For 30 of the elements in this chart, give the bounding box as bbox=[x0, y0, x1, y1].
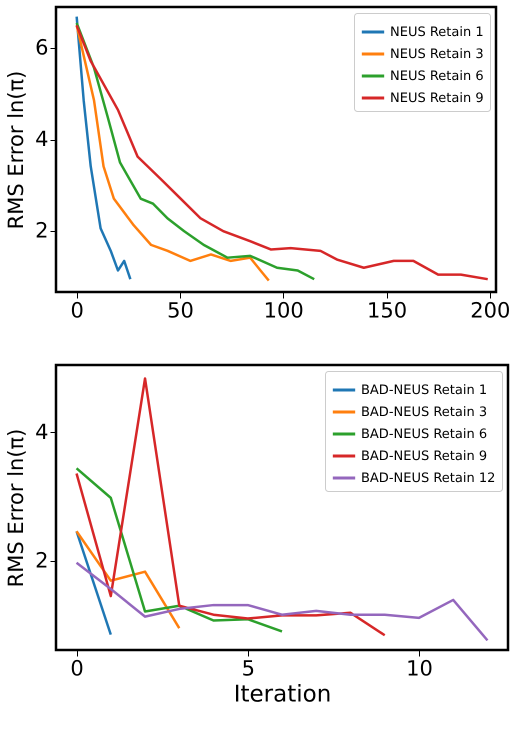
y-tick-label: 2 bbox=[35, 548, 48, 572]
y-axis-title: RMS Error ln(π) bbox=[4, 70, 28, 230]
legend-label: BAD-NEUS Retain 1 bbox=[361, 383, 488, 398]
x-tick-label: 200 bbox=[470, 298, 510, 322]
y-tick-label: 6 bbox=[35, 36, 48, 60]
line-series bbox=[75, 24, 270, 282]
x-tick-label: 100 bbox=[264, 298, 304, 322]
y-axis-title: RMS Error ln(π) bbox=[4, 428, 28, 588]
y-tick-label: 2 bbox=[35, 218, 48, 243]
line-series bbox=[75, 467, 284, 633]
x-tick-label: 5 bbox=[242, 656, 255, 680]
line-series bbox=[75, 15, 132, 280]
legend-label: BAD-NEUS Retain 6 bbox=[361, 427, 488, 442]
x-tick-label: 50 bbox=[167, 298, 194, 322]
legend-label: BAD-NEUS Retain 12 bbox=[361, 471, 496, 486]
x-axis-title: Iteration bbox=[234, 682, 332, 708]
x-tick-label: 150 bbox=[366, 298, 408, 322]
legend-label: BAD-NEUS Retain 3 bbox=[361, 405, 488, 420]
line-series bbox=[75, 561, 489, 642]
legend-label: BAD-NEUS Retain 9 bbox=[361, 449, 488, 464]
legend-label: NEUS Retain 9 bbox=[390, 91, 484, 106]
legend-label: NEUS Retain 6 bbox=[390, 69, 484, 84]
y-tick-label: 4 bbox=[35, 420, 48, 444]
legend-label: NEUS Retain 3 bbox=[390, 47, 484, 62]
line-series bbox=[75, 24, 489, 280]
x-tick-label: 0 bbox=[70, 656, 84, 680]
y-tick-label: 4 bbox=[35, 127, 48, 152]
x-tick-label: 0 bbox=[70, 298, 84, 322]
legend-label: NEUS Retain 1 bbox=[390, 25, 484, 40]
x-tick-label: 10 bbox=[406, 656, 433, 680]
